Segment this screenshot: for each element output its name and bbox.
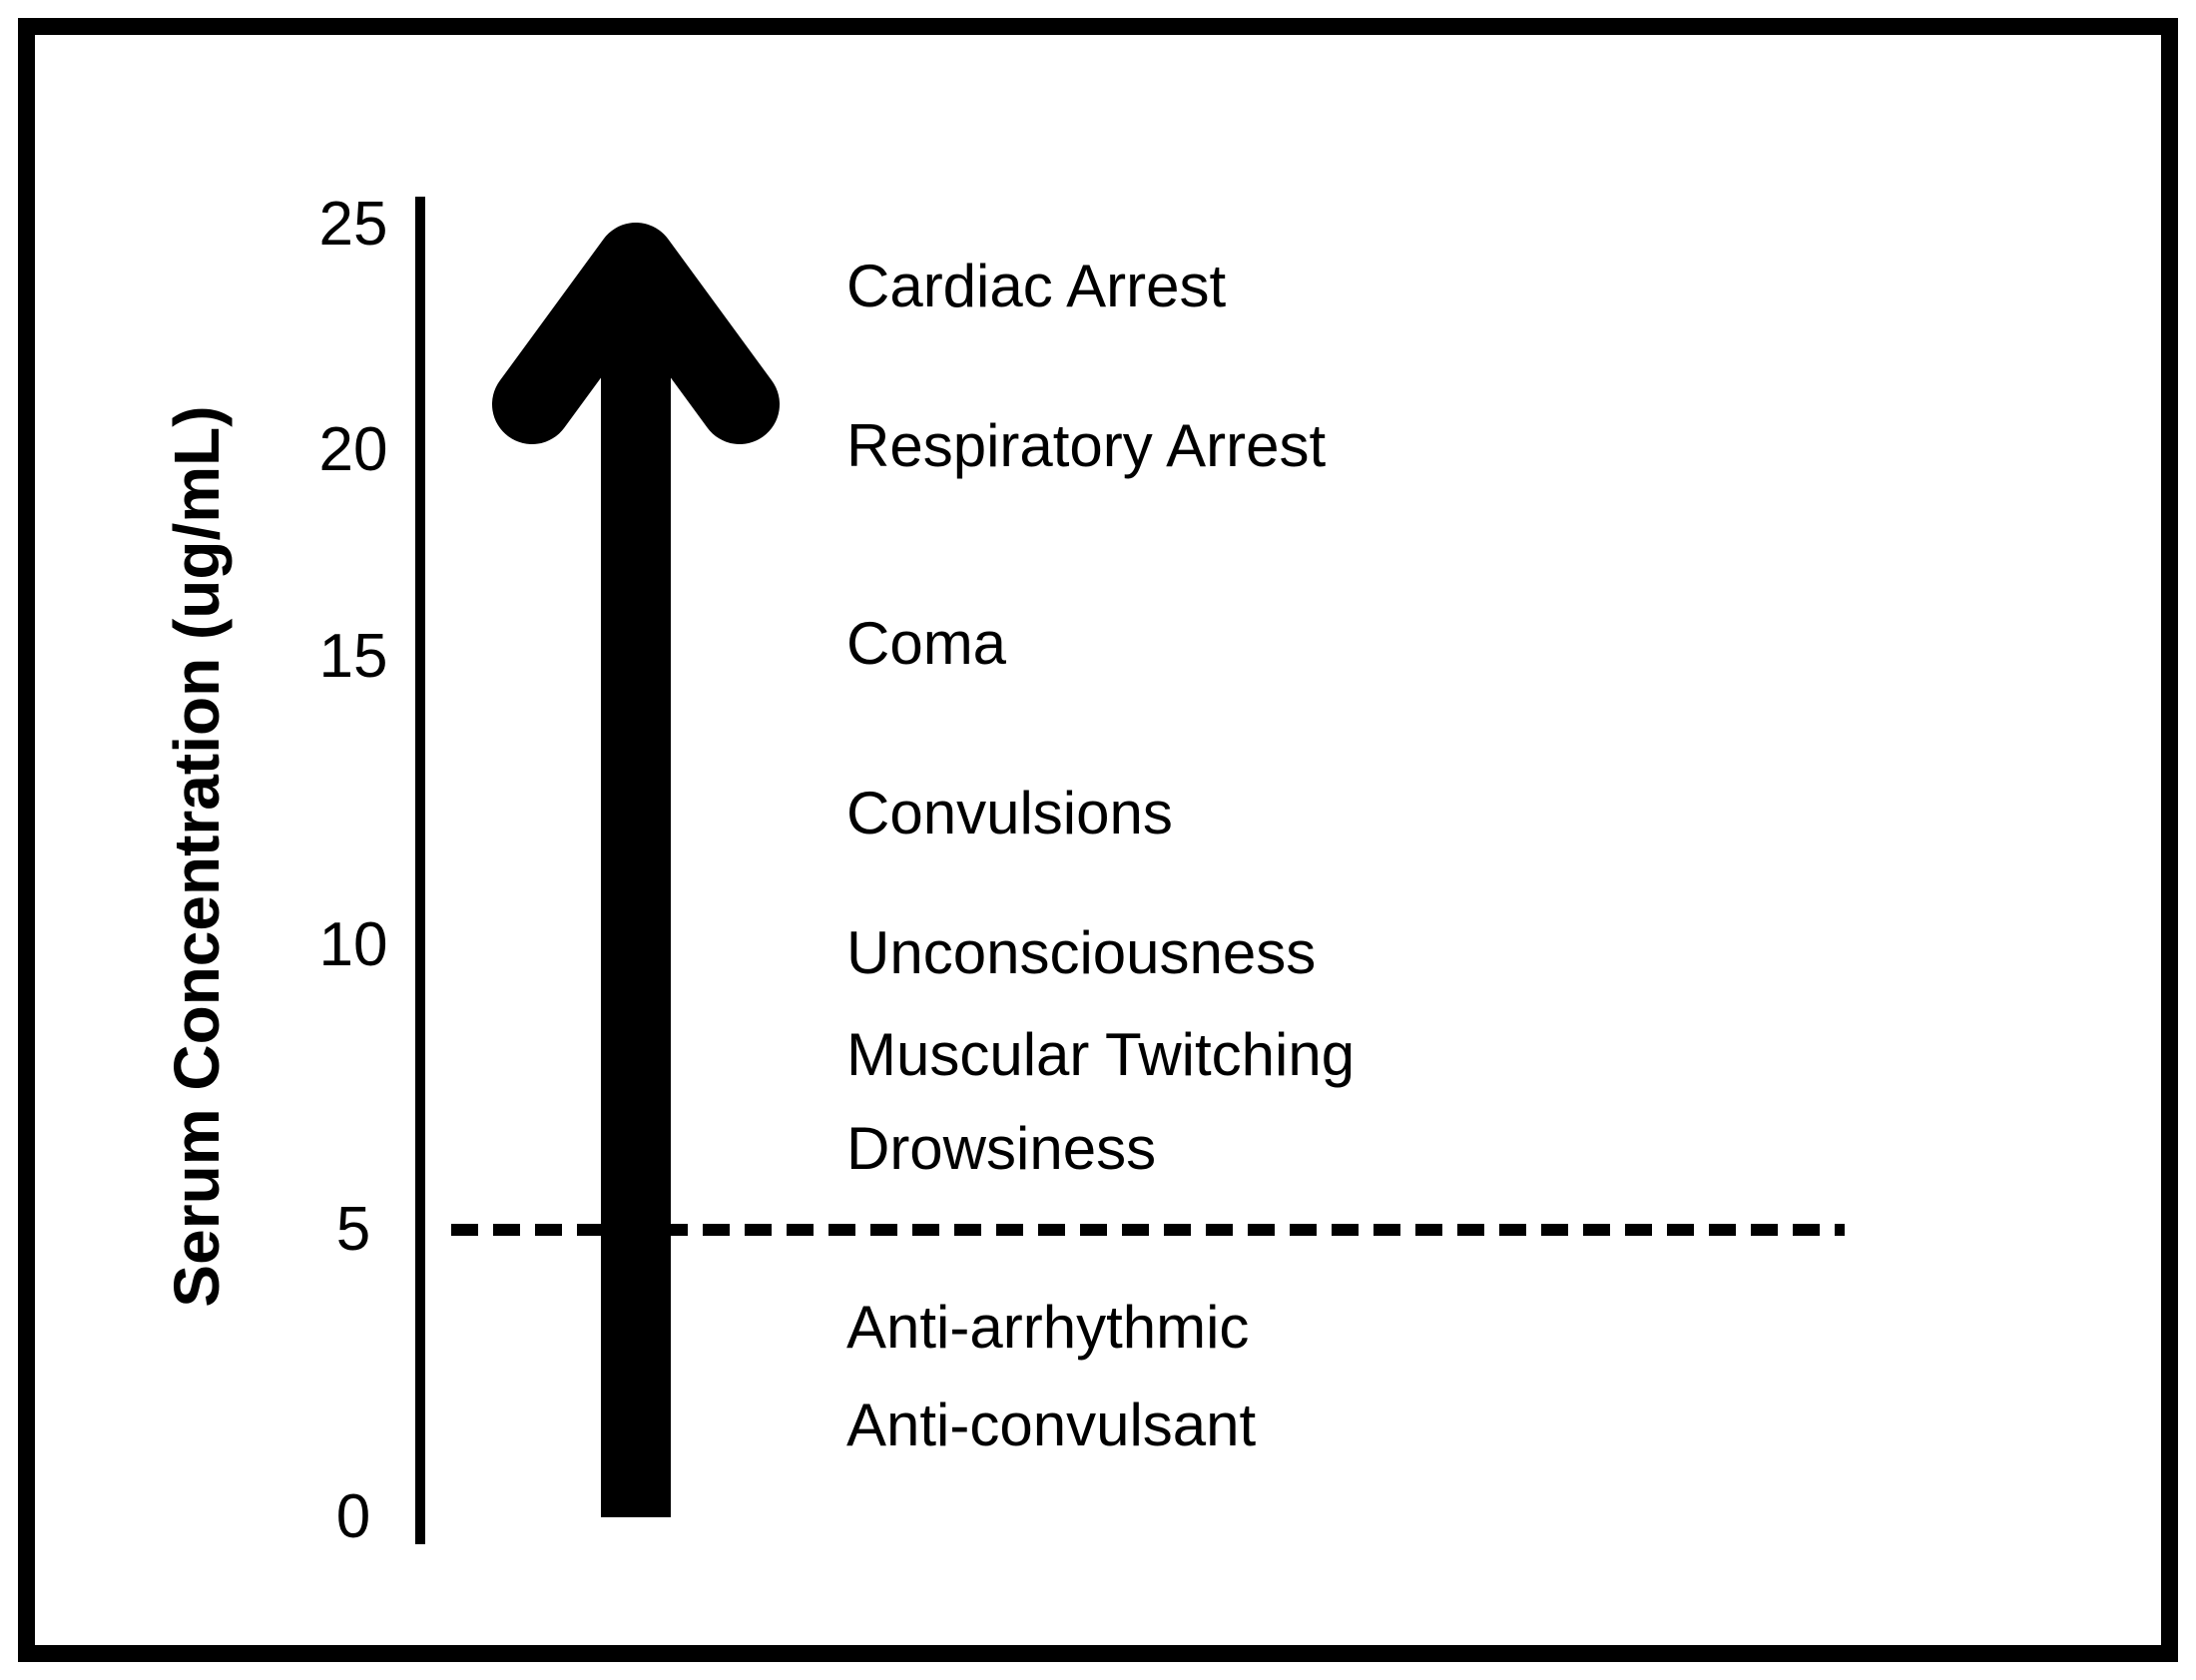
y-axis-tick-15: 15 <box>318 622 388 691</box>
effect-label-coma: Coma <box>846 610 1007 677</box>
y-axis-title: Serum Concentration (ug/mL) <box>161 405 233 1308</box>
y-axis-tick-25: 25 <box>318 190 388 259</box>
effect-label-muscular-twitching: Muscular Twitching <box>846 1021 1356 1088</box>
y-axis-tick-20: 20 <box>318 415 388 484</box>
effect-label-respiratory-arrest: Respiratory Arrest <box>846 412 1327 479</box>
outer-border-frame <box>18 18 2178 1662</box>
y-axis-tick-5: 5 <box>335 1195 371 1264</box>
y-axis-tick-0: 0 <box>335 1482 371 1551</box>
effect-label-cardiac-arrest: Cardiac Arrest <box>846 253 1227 319</box>
effect-label-drowsiness: Drowsiness <box>846 1115 1157 1182</box>
effect-label-unconsciousness: Unconsciousness <box>846 919 1317 986</box>
y-axis-tick-10: 10 <box>318 910 388 979</box>
effect-label-convulsions: Convulsions <box>846 780 1173 846</box>
effect-label-anti-arrhythmic: Anti-arrhythmic <box>846 1294 1250 1361</box>
up-arrow-head-icon <box>492 223 780 444</box>
effect-label-anti-convulsant: Anti-convulsant <box>846 1392 1257 1458</box>
